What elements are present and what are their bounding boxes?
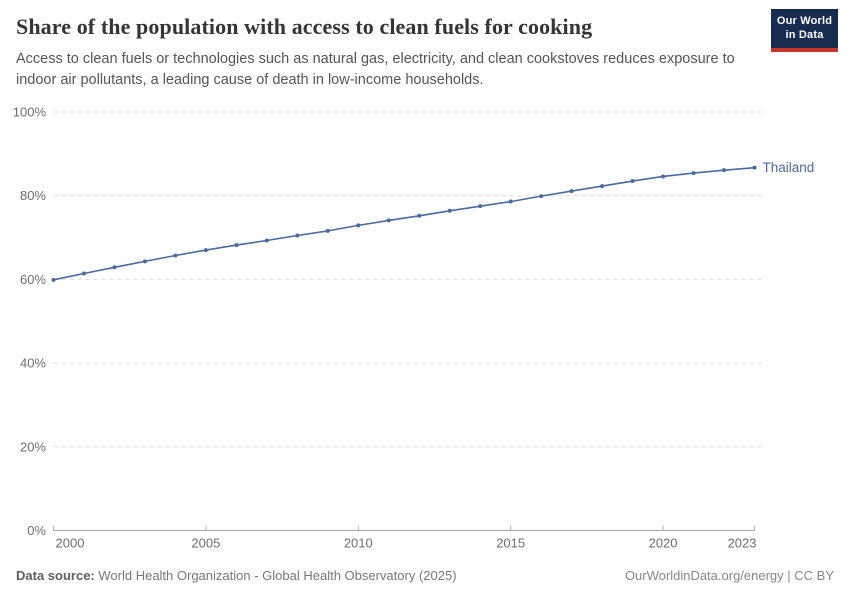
y-tick-label: 20% [20, 439, 46, 454]
data-point[interactable] [173, 253, 178, 258]
data-point[interactable] [447, 208, 452, 213]
owid-logo-line1: Our World [776, 14, 833, 27]
data-point[interactable] [630, 179, 635, 184]
data-source-label: Data source: [16, 568, 95, 583]
data-point[interactable] [264, 238, 269, 243]
y-tick-label: 0% [27, 523, 46, 538]
data-point[interactable] [295, 233, 300, 238]
x-tick-label: 2015 [496, 536, 525, 551]
data-point[interactable] [417, 213, 422, 218]
data-point[interactable] [112, 265, 117, 270]
chart-title: Share of the population with access to c… [16, 14, 593, 39]
data-point[interactable] [234, 243, 239, 248]
data-point[interactable] [356, 223, 361, 228]
chart-subtitle: Access to clean fuels or technologies su… [16, 51, 735, 89]
data-point[interactable] [661, 174, 666, 179]
series-line[interactable] [52, 166, 756, 281]
y-tick-label: 80% [20, 188, 46, 203]
chart-header: Share of the population with access to c… [16, 14, 834, 91]
data-point[interactable] [752, 165, 757, 170]
chart-footer: Data source: World Health Organization -… [16, 568, 834, 583]
data-source: Data source: World Health Organization -… [16, 568, 457, 583]
data-point[interactable] [539, 194, 544, 199]
credit-link: OurWorldinData.org/energy | CC BY [624, 568, 834, 583]
owid-logo: Our World in Data [771, 9, 838, 52]
data-point[interactable] [386, 218, 391, 223]
x-tick-label: 2020 [649, 536, 678, 551]
data-point[interactable] [203, 248, 208, 253]
data-point[interactable] [142, 259, 147, 264]
data-point[interactable] [81, 271, 86, 276]
data-point[interactable] [51, 277, 56, 282]
data-point[interactable] [691, 171, 696, 176]
data-point[interactable] [478, 204, 483, 209]
data-point[interactable] [508, 199, 513, 204]
data-point[interactable] [722, 168, 727, 173]
y-tick-label: 60% [20, 272, 46, 287]
x-tick-label: 2000 [56, 536, 85, 551]
x-tick-label: 2010 [344, 536, 373, 551]
data-point[interactable] [600, 184, 605, 189]
data-source-text: World Health Organization - Global Healt… [98, 568, 457, 583]
data-point[interactable] [325, 228, 330, 233]
y-tick-label: 40% [20, 356, 46, 371]
x-tick-label: 2005 [191, 536, 220, 551]
data-point[interactable] [569, 189, 574, 194]
y-tick-label: 100% [13, 105, 47, 120]
series-end-label[interactable]: Thailand [763, 160, 815, 175]
owid-logo-line2: in Data [785, 28, 824, 41]
x-tick-label: 2023 [728, 536, 757, 551]
